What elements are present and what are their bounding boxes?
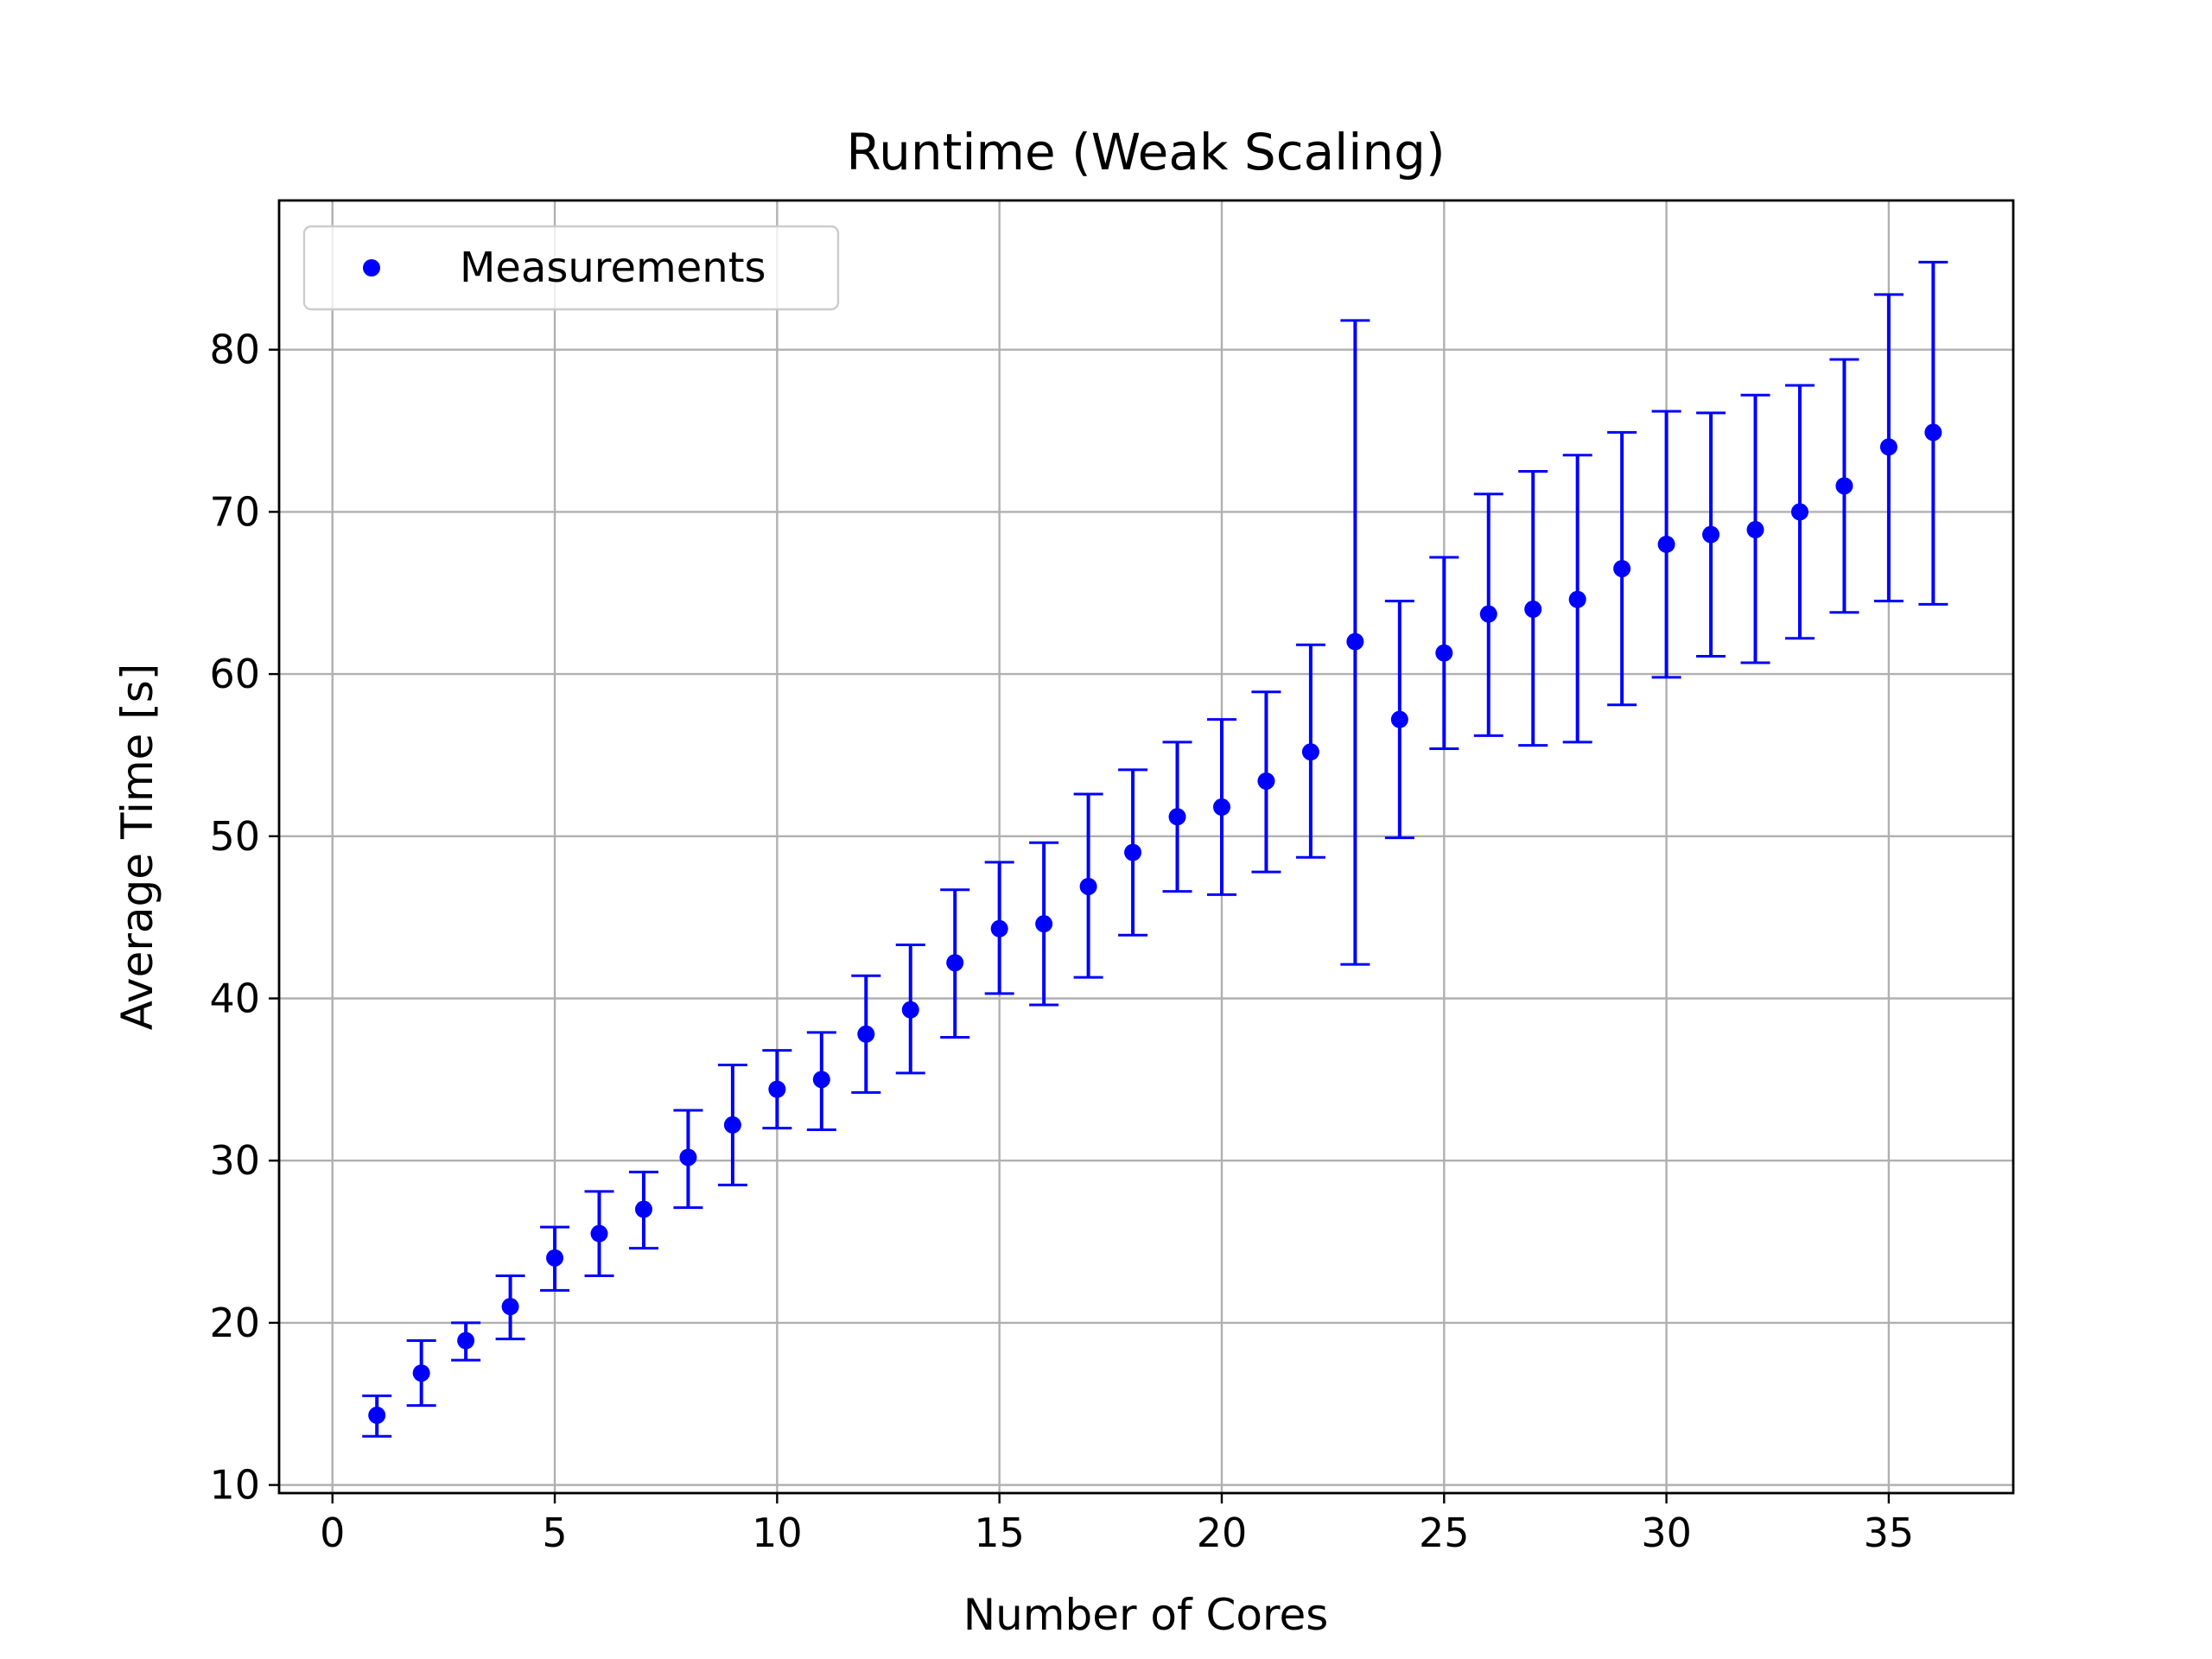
data-point-group-13 <box>895 944 925 1075</box>
data-point-group-8 <box>673 1109 703 1210</box>
data-point-group-28 <box>1562 454 1592 744</box>
data-point-21 <box>1257 772 1275 790</box>
data-point-group-1 <box>362 1394 392 1438</box>
data-point-3 <box>457 1332 475 1350</box>
data-point-23 <box>1346 632 1364 651</box>
data-point-group-26 <box>1473 493 1503 737</box>
data-point-group-32 <box>1740 393 1770 664</box>
data-point-8 <box>679 1148 697 1166</box>
data-point-13 <box>901 1001 919 1019</box>
data-point-group-24 <box>1384 600 1414 840</box>
data-point-group-11 <box>806 1031 836 1132</box>
x-tick-label-20: 20 <box>1197 1510 1248 1556</box>
data-point-group-29 <box>1607 430 1637 707</box>
data-point-group-36 <box>1918 260 1948 606</box>
data-point-11 <box>812 1071 830 1089</box>
data-point-26 <box>1479 605 1497 623</box>
data-point-group-2 <box>406 1339 436 1408</box>
data-point-9 <box>723 1116 741 1134</box>
x-tick-label-25: 25 <box>1419 1510 1470 1556</box>
data-point-group-21 <box>1251 690 1281 874</box>
data-point-group-12 <box>851 974 881 1094</box>
data-point-33 <box>1790 503 1808 521</box>
data-point-10 <box>768 1080 786 1098</box>
y-axis-label: Average Time [s] <box>112 664 162 1031</box>
data-point-4 <box>501 1298 519 1316</box>
data-point-5 <box>546 1249 564 1267</box>
data-point-22 <box>1301 743 1319 761</box>
data-point-group-30 <box>1651 410 1681 679</box>
x-tick-label-35: 35 <box>1864 1510 1915 1556</box>
y-tick-label-60: 60 <box>209 651 260 697</box>
x-tick-label-5: 5 <box>542 1510 567 1556</box>
data-point-group-7 <box>628 1170 658 1250</box>
data-point-18 <box>1124 843 1142 861</box>
chart-title: Runtime (Weak Scaling) <box>846 123 1445 181</box>
legend-marker <box>363 259 380 276</box>
x-tick-label-15: 15 <box>974 1510 1025 1556</box>
series-measurements <box>362 260 1948 1438</box>
legend: Measurements <box>302 225 840 311</box>
data-point-group-14 <box>940 888 970 1039</box>
data-point-14 <box>946 954 964 972</box>
data-point-17 <box>1079 877 1097 895</box>
data-point-34 <box>1835 477 1853 495</box>
x-tick-label-0: 0 <box>320 1510 345 1556</box>
y-tick-label-30: 30 <box>209 1137 260 1184</box>
legend-box <box>302 225 840 311</box>
data-point-group-23 <box>1340 319 1370 966</box>
data-point-7 <box>634 1200 652 1218</box>
data-point-1 <box>368 1406 386 1424</box>
data-point-29 <box>1613 560 1631 578</box>
data-point-group-3 <box>451 1321 481 1362</box>
data-point-group-6 <box>584 1190 614 1277</box>
data-point-group-4 <box>495 1274 525 1341</box>
data-point-group-20 <box>1206 718 1236 896</box>
plot-frame <box>277 199 2015 1495</box>
data-point-2 <box>412 1364 430 1382</box>
x-tick-label-30: 30 <box>1641 1510 1692 1556</box>
data-point-group-22 <box>1295 643 1325 859</box>
legend-entry-measurements: Measurements <box>460 244 766 292</box>
data-point-25 <box>1435 644 1453 662</box>
data-point-27 <box>1524 601 1542 619</box>
y-tick-label-50: 50 <box>209 813 260 860</box>
data-point-24 <box>1390 710 1408 728</box>
data-point-group-27 <box>1518 469 1548 747</box>
data-point-group-5 <box>540 1225 570 1292</box>
data-point-group-35 <box>1873 293 1904 603</box>
data-point-group-16 <box>1029 841 1059 1007</box>
y-tick-label-10: 10 <box>209 1462 260 1509</box>
data-point-group-9 <box>717 1063 747 1186</box>
data-point-group-31 <box>1696 411 1726 658</box>
data-point-28 <box>1568 590 1586 608</box>
data-point-20 <box>1212 798 1230 817</box>
data-point-12 <box>857 1025 875 1043</box>
y-tick-label-20: 20 <box>209 1300 260 1346</box>
data-point-30 <box>1657 535 1675 553</box>
data-point-31 <box>1702 525 1720 543</box>
data-point-19 <box>1168 808 1186 826</box>
data-point-16 <box>1035 915 1053 933</box>
y-tick-label-80: 80 <box>209 327 260 373</box>
data-point-group-34 <box>1829 358 1859 614</box>
y-tick-label-70: 70 <box>209 488 260 535</box>
y-tick-label-40: 40 <box>209 976 260 1022</box>
data-point-group-18 <box>1118 768 1148 937</box>
axis-ticks: 0 5 10 15 20 25 30 35 10 20 30 40 50 60 70 80 <box>209 327 1914 1556</box>
data-point-36 <box>1924 423 1942 442</box>
data-point-32 <box>1746 521 1764 539</box>
data-point-group-19 <box>1162 741 1192 893</box>
data-point-group-33 <box>1784 384 1815 640</box>
data-point-35 <box>1879 438 1897 456</box>
data-point-group-17 <box>1073 792 1103 979</box>
data-point-group-25 <box>1429 556 1459 750</box>
data-point-15 <box>990 919 1008 938</box>
data-point-6 <box>590 1224 608 1243</box>
x-axis-label: Number of Cores <box>963 1590 1329 1640</box>
x-tick-label-10: 10 <box>752 1510 803 1556</box>
data-point-group-15 <box>984 861 1014 995</box>
data-point-group-10 <box>762 1049 792 1130</box>
